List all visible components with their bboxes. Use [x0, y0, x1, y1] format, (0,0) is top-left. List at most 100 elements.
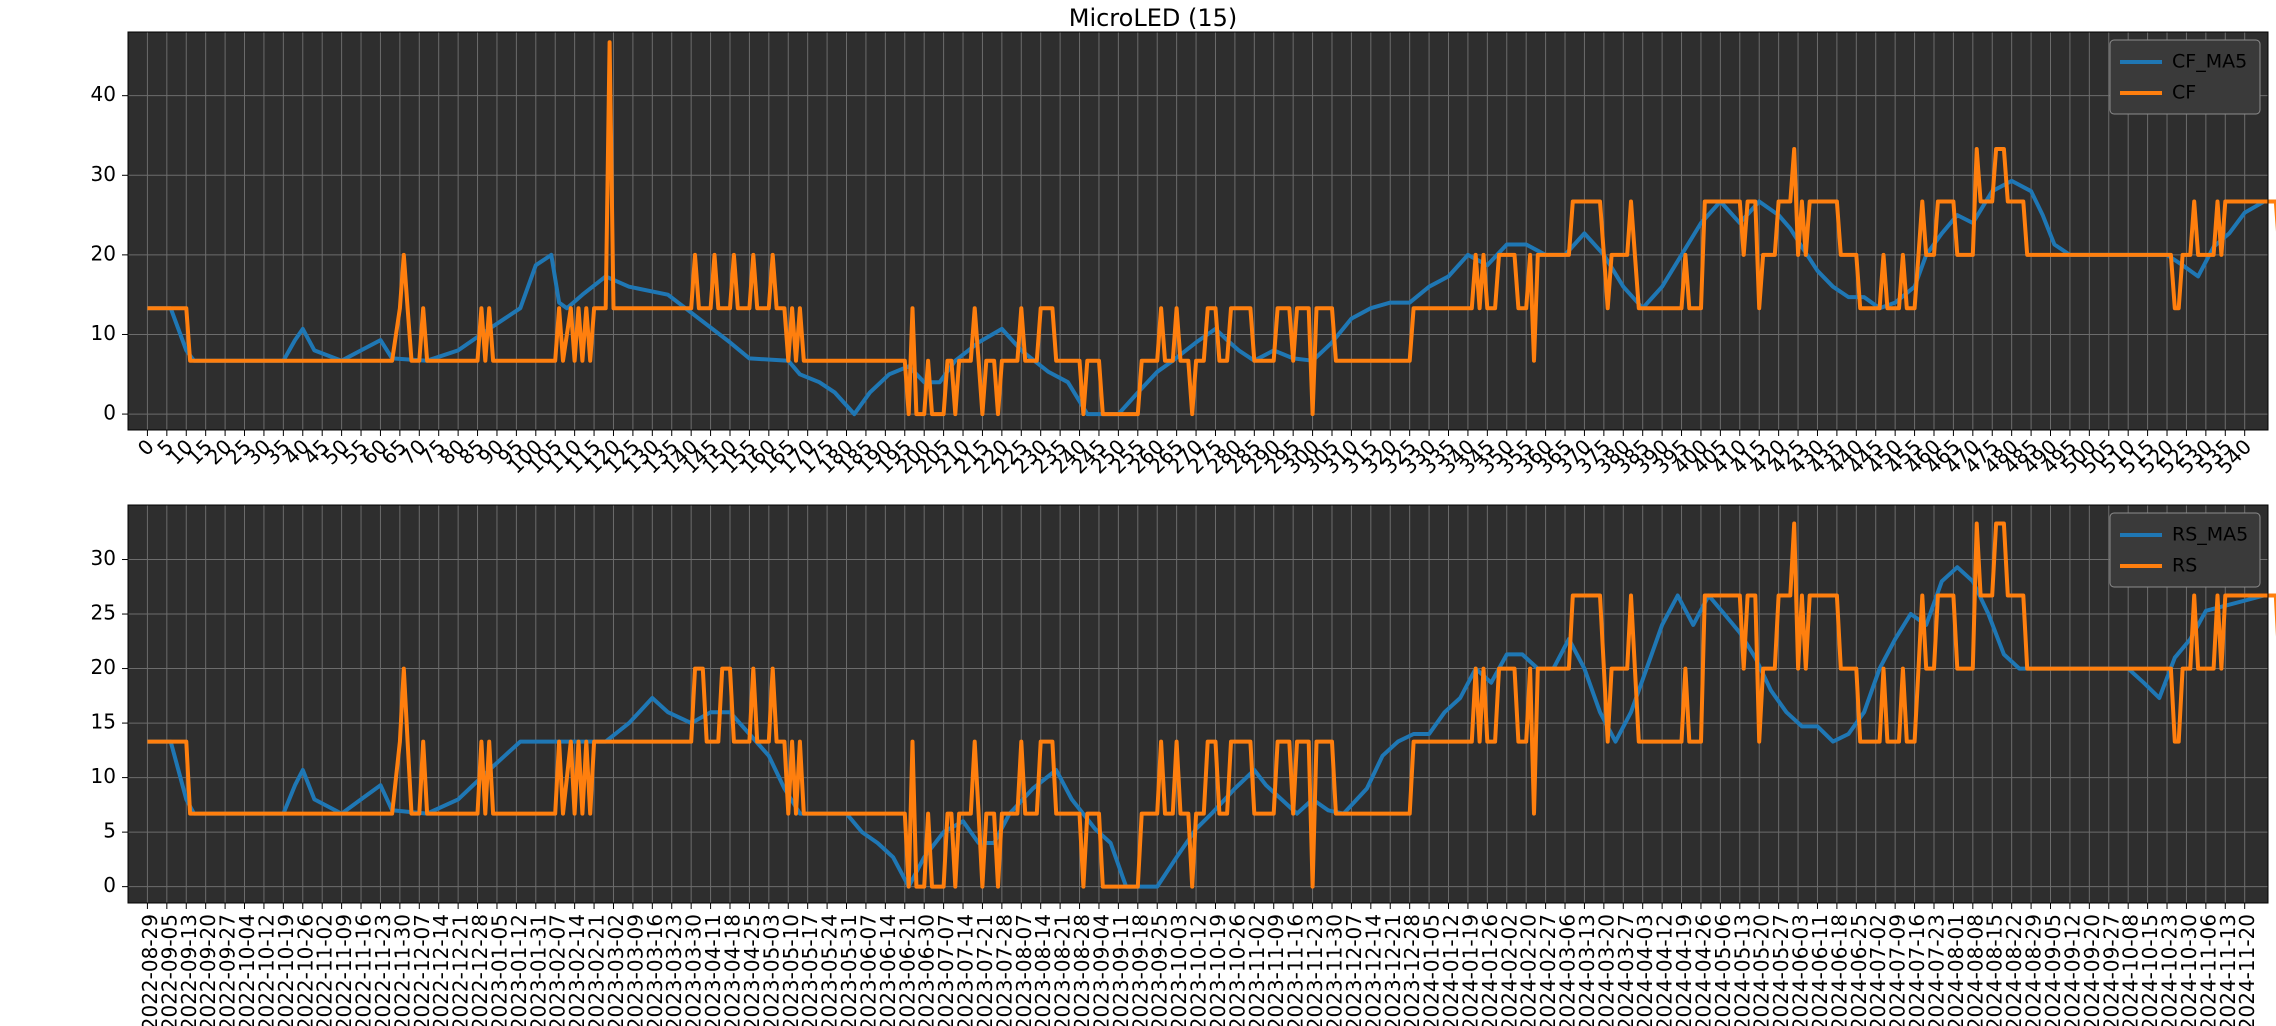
- x-tick-label: 2023-10-26: [1225, 914, 1249, 1026]
- x-tick-label: 2023-11-23: [1303, 914, 1327, 1026]
- series-line-cf: [147, 40, 2276, 417]
- x-tick-label: 2024-02-27: [1536, 914, 1560, 1026]
- x-tick-label: 2024-05-27: [1769, 914, 1793, 1026]
- x-tick-label: 2024-07-02: [1866, 914, 1890, 1026]
- x-tick-label: 2024-01-19: [1458, 914, 1482, 1026]
- x-tick-label: 2024-06-18: [1827, 914, 1851, 1026]
- x-tick-label: 2023-07-28: [992, 914, 1016, 1026]
- x-tick-label: 2024-09-27: [2099, 914, 2123, 1026]
- x-tick-label: 2024-08-01: [1944, 914, 1968, 1026]
- x-tick-label: 2022-12-21: [449, 914, 473, 1026]
- x-tick-label: 2024-05-06: [1711, 914, 1735, 1026]
- x-tick-label: 2022-10-26: [293, 914, 317, 1026]
- x-tick-label: 2022-11-23: [371, 914, 395, 1026]
- x-tick-label: 2024-08-15: [1983, 914, 2007, 1026]
- x-tick-label: 2022-10-12: [254, 914, 278, 1026]
- x-tick-label: 2023-12-14: [1361, 914, 1385, 1026]
- y-tick-label: 40: [91, 82, 116, 106]
- x-tick-label: 2023-04-11: [701, 914, 725, 1026]
- x-tick-label: 2023-02-07: [546, 914, 570, 1026]
- y-tick-label: 15: [91, 710, 116, 734]
- x-tick-label: 2024-09-20: [2080, 914, 2104, 1026]
- x-tick-label: 2024-10-30: [2177, 914, 2201, 1026]
- x-tick-label: 2023-12-21: [1381, 914, 1405, 1026]
- x-tick-label: 2023-05-03: [759, 914, 783, 1026]
- x-tick-label: 2023-11-16: [1284, 914, 1308, 1026]
- y-tick-label: 20: [91, 241, 116, 265]
- x-tick-label: 2024-11-20: [2235, 914, 2259, 1026]
- x-tick-label: 2023-06-30: [915, 914, 939, 1026]
- plot-background: [128, 505, 2268, 903]
- x-tick-label: 2022-09-20: [196, 914, 220, 1026]
- x-tick-label: 2024-11-13: [2216, 914, 2240, 1026]
- y-tick-label: 0: [103, 873, 116, 897]
- x-tick-label: 2022-09-27: [216, 914, 240, 1026]
- x-tick-label: 2023-05-10: [779, 914, 803, 1026]
- x-tick-label: 2024-01-05: [1420, 914, 1444, 1026]
- x-tick-label: 2024-03-20: [1594, 914, 1618, 1026]
- legend-box: [2109, 39, 2261, 115]
- x-tick-label: 2023-10-19: [1206, 914, 1230, 1026]
- rs-panel: 2022-08-292022-09-052022-09-132022-09-20…: [91, 504, 2276, 1026]
- chart-title: MicroLED (15): [1069, 4, 1238, 32]
- legend-label: CF: [2172, 82, 2196, 104]
- x-tick-label: 2023-09-04: [1089, 914, 1113, 1026]
- x-tick-label: 2023-09-11: [1109, 914, 1133, 1026]
- x-tick-label: 2024-07-09: [1886, 914, 1910, 1026]
- x-tick-label: 2024-06-25: [1847, 914, 1871, 1026]
- x-tick-label: 2024-05-13: [1730, 914, 1754, 1026]
- legend-box: [2109, 512, 2261, 588]
- x-tick-label: 2024-06-11: [1808, 914, 1832, 1026]
- x-tick-label: 2023-10-03: [1167, 914, 1191, 1026]
- y-tick-label: 5: [103, 819, 116, 843]
- x-tick-label: 2024-01-12: [1439, 914, 1463, 1026]
- y-tick-label: 10: [91, 321, 116, 345]
- x-tick-label: 2023-07-14: [954, 914, 978, 1026]
- x-tick-label: 2024-02-02: [1497, 914, 1521, 1026]
- x-tick-label: 2022-11-02: [313, 914, 337, 1026]
- x-tick-label: 2023-04-18: [720, 914, 744, 1026]
- y-tick-label: 0: [103, 401, 116, 425]
- x-tick-label: 2024-04-19: [1672, 914, 1696, 1026]
- x-tick-label: 2022-12-14: [429, 914, 453, 1026]
- x-tick-label: 2023-08-14: [1031, 914, 1055, 1026]
- x-tick-label: 2024-06-03: [1789, 914, 1813, 1026]
- x-tick-label: 2024-07-23: [1924, 914, 1948, 1026]
- x-tick-label: 2023-05-17: [798, 914, 822, 1026]
- x-tick-label: 2022-10-19: [274, 914, 298, 1026]
- x-tick-label: 2024-03-06: [1556, 914, 1580, 1026]
- x-tick-label: 2024-03-27: [1614, 914, 1638, 1026]
- x-tick-label: 2024-08-29: [2022, 914, 2046, 1026]
- x-tick-label: 2023-07-21: [973, 914, 997, 1026]
- x-tick-label: 2023-09-18: [1128, 914, 1152, 1026]
- x-tick-label: 2023-03-09: [623, 914, 647, 1026]
- series-line-rs: [147, 521, 2276, 889]
- x-tick-label: 2024-04-26: [1691, 914, 1715, 1026]
- x-tick-label: 2023-08-28: [1070, 914, 1094, 1026]
- series-line-rs-ma5: [147, 565, 2265, 889]
- x-tick-label: 2023-05-24: [818, 914, 842, 1026]
- x-tick-label: 2024-04-12: [1653, 914, 1677, 1026]
- x-tick-label: 2023-03-02: [604, 914, 628, 1026]
- x-tick-label: 2023-06-21: [895, 914, 919, 1026]
- x-tick-label: 2024-04-03: [1633, 914, 1657, 1026]
- x-tick-label: 2023-02-21: [585, 914, 609, 1026]
- x-tick-label: 2024-01-26: [1478, 914, 1502, 1026]
- plot-frame: [127, 31, 2269, 431]
- x-tick-label: 2023-11-09: [1264, 914, 1288, 1026]
- x-tick-label: 2024-09-05: [2041, 914, 2065, 1026]
- cf-panel: 0510152025303540455055606570758085909510…: [91, 31, 2276, 478]
- x-tick-label: 2023-11-30: [1322, 914, 1346, 1026]
- x-tick-label: 2022-12-07: [410, 914, 434, 1026]
- x-tick-label: 2024-11-06: [2196, 914, 2220, 1026]
- x-tick-label: 2023-06-14: [876, 914, 900, 1026]
- x-tick-label: 2023-03-30: [682, 914, 706, 1026]
- x-tick-label: 2023-11-02: [1245, 914, 1269, 1026]
- y-tick-label: 30: [91, 546, 116, 570]
- x-tick-label: 2022-09-05: [157, 914, 181, 1026]
- x-tick-label: 2023-05-31: [837, 914, 861, 1026]
- x-tick-label: 2022-09-13: [177, 914, 201, 1026]
- x-tick-label: 2024-10-23: [2158, 914, 2182, 1026]
- x-tick-label: 2022-12-28: [468, 914, 492, 1026]
